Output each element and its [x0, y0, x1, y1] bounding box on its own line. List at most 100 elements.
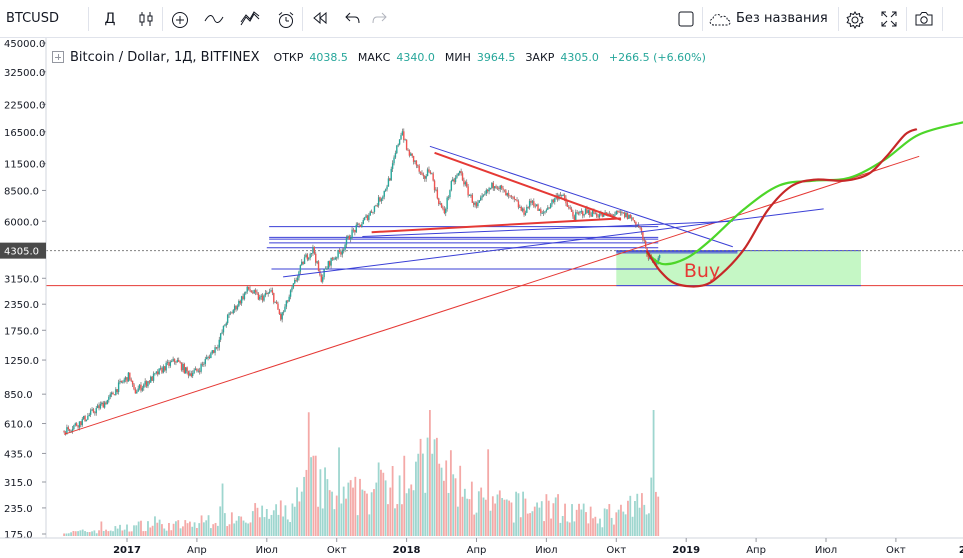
volume-bar [244, 522, 247, 536]
candle [355, 224, 357, 233]
alert-icon[interactable] [272, 5, 300, 33]
toolbar-divider [838, 7, 839, 31]
volume-bar [627, 500, 629, 536]
candle [473, 202, 475, 205]
chart-area[interactable]: Buy 45000.0 32500.0 22500.0 16500.0 11500.0 85… [0, 38, 963, 558]
candle [122, 381, 124, 383]
candle [584, 208, 587, 215]
volume-bar [356, 515, 359, 536]
candle [658, 254, 661, 258]
candle [524, 212, 527, 215]
candle [222, 325, 225, 333]
volume-bar [424, 492, 427, 536]
volume-bar [589, 506, 592, 536]
symbol-search-button[interactable]: BTCUSD [6, 11, 59, 26]
interval-button[interactable]: Д [104, 11, 116, 27]
candle [418, 165, 420, 172]
volume-bar [300, 491, 303, 536]
candle [275, 301, 278, 304]
volume-bar [240, 516, 243, 536]
volume-bar [272, 510, 275, 536]
candle [166, 362, 169, 363]
layout-name-dropdown[interactable]: Без названия ▼ [736, 5, 836, 53]
candle [342, 249, 345, 251]
compare-icon[interactable] [200, 5, 228, 33]
camera-icon[interactable] [910, 5, 938, 33]
candle [287, 300, 289, 302]
settings-icon[interactable] [841, 5, 869, 33]
current-price-label-bg [0, 242, 46, 259]
candle [109, 394, 111, 397]
candle [410, 153, 412, 156]
candle [211, 350, 213, 354]
candles-icon[interactable] [132, 5, 160, 33]
candle [582, 211, 584, 216]
volume-bar [331, 491, 333, 536]
legend-title: Bitcoin / Dollar, 1Д, BITFINEX [70, 49, 260, 65]
volume-bar [72, 530, 75, 536]
candle [101, 402, 103, 405]
legend-close-value: 4305.0 [560, 50, 599, 64]
volume-bar [284, 505, 287, 536]
legend-high-value: 4340.0 [396, 50, 435, 64]
candle [140, 384, 142, 391]
volume-bar [154, 516, 156, 536]
volume-bar [617, 509, 620, 536]
candle [268, 291, 271, 294]
price-chart[interactable]: Buy 45000.0 32500.0 22500.0 16500.0 11500.0 85… [0, 38, 963, 558]
legend-close-label: ЗАКР [525, 50, 555, 64]
candle [549, 204, 552, 208]
volume-bar [223, 513, 226, 536]
volume-bar [140, 520, 142, 536]
indicators-icon[interactable] [236, 5, 264, 33]
volume-bar [182, 526, 184, 536]
candle [540, 209, 542, 214]
candle [623, 212, 626, 218]
undo-icon[interactable] [340, 5, 366, 33]
candle [219, 333, 222, 340]
candle [512, 196, 514, 198]
candle [491, 182, 493, 188]
candle [257, 293, 260, 300]
candle [260, 295, 262, 297]
candle [134, 389, 137, 394]
candle [215, 347, 218, 349]
candle [363, 217, 366, 220]
candle [514, 199, 517, 201]
price-tick-label: 6000.0 [4, 217, 39, 228]
candle [405, 139, 408, 150]
candle [643, 239, 645, 241]
candle [502, 188, 504, 190]
checkbox-icon[interactable] [672, 5, 700, 33]
replay-icon[interactable] [306, 5, 334, 33]
candle [551, 199, 553, 205]
volume-bar [305, 469, 308, 536]
add-indicator-icon[interactable] [166, 5, 194, 33]
volume-bar [533, 506, 536, 536]
volume-bar [566, 521, 569, 536]
volume-bar [419, 438, 422, 536]
volume-bar [363, 490, 366, 536]
collapse-legend-icon[interactable] [52, 51, 64, 63]
candle [138, 384, 141, 389]
trend-line [429, 145, 733, 248]
redo-icon[interactable] [366, 5, 392, 33]
candle [150, 376, 152, 383]
candle [352, 229, 355, 231]
candle [147, 381, 149, 387]
candle [271, 290, 274, 294]
candle [583, 214, 585, 216]
candle [432, 173, 434, 181]
candle [635, 221, 637, 227]
candle [261, 295, 264, 301]
candle [528, 200, 531, 208]
cloud-icon[interactable] [706, 5, 734, 33]
candle [412, 155, 415, 162]
candle [64, 432, 67, 435]
candle [377, 197, 380, 206]
fullscreen-icon[interactable] [875, 5, 903, 33]
candle [629, 214, 631, 219]
volume-bar [352, 487, 354, 536]
time-tick-label: Апр [187, 545, 207, 556]
candle [162, 366, 165, 373]
